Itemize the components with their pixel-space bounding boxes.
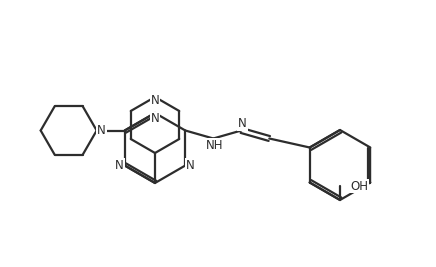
Text: N: N [97, 124, 106, 137]
Text: N: N [150, 95, 160, 108]
Text: OH: OH [350, 179, 368, 193]
Text: N: N [150, 112, 160, 125]
Text: N: N [186, 159, 195, 172]
Text: NH: NH [205, 139, 223, 152]
Text: N: N [238, 117, 247, 130]
Text: N: N [115, 159, 124, 172]
